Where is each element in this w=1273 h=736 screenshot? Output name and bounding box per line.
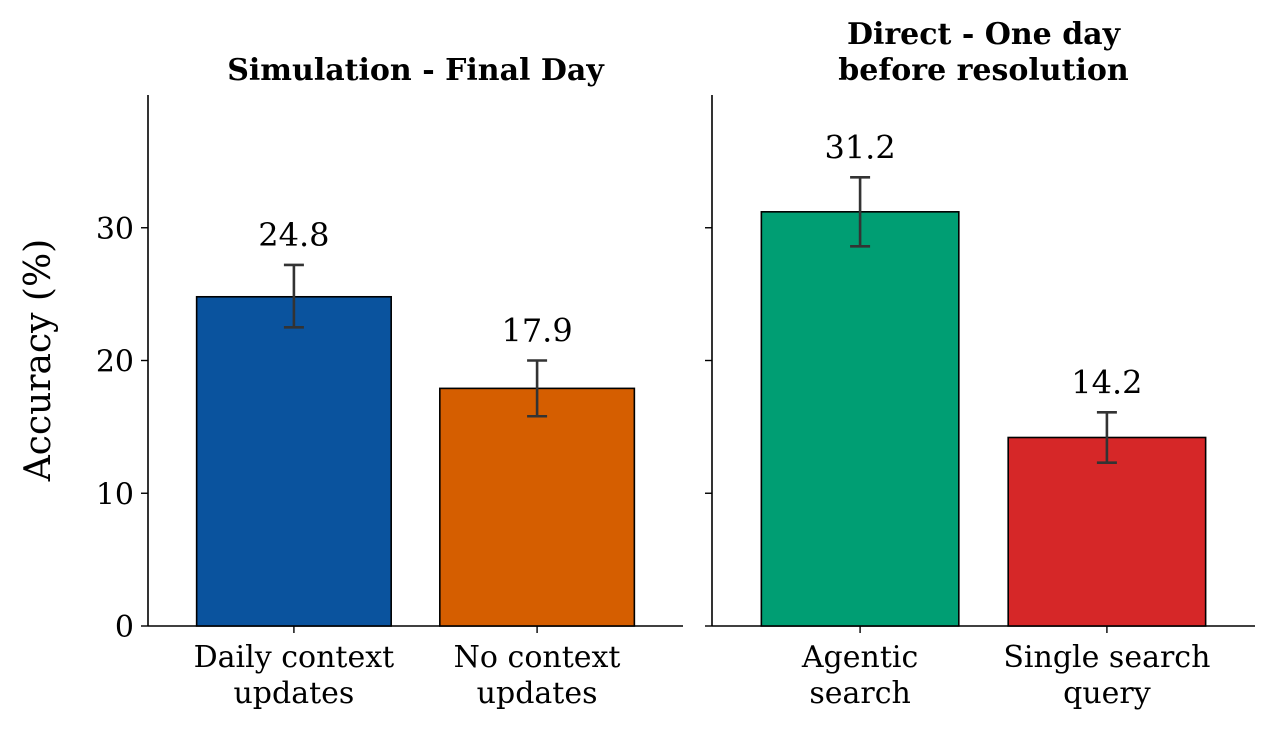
x-tick-label-line: Single search [1003,640,1210,675]
x-tick-label-line: updates [233,676,354,711]
x-tick-label: Single search query [1003,640,1210,711]
panel-title: Direct - One day before resolution [838,17,1129,88]
x-tick-label-line: Daily context [194,640,395,675]
x-tick-label-line: Agentic [801,640,918,675]
chart-panel-2: Direct - One day before resolution 31.2 Age… [705,17,1255,711]
data-label: 24.8 [258,216,329,254]
data-label: 31.2 [824,128,895,166]
y-tick-label: 20 [96,345,134,380]
x-tick-label: No context updates [454,640,621,711]
y-tick-label: 10 [96,477,134,512]
data-label: 17.9 [501,312,572,350]
panel-title-line: Simulation - Final Day [227,53,605,88]
panel-title-line: before resolution [838,53,1129,88]
panel-title: Simulation - Final Day [227,53,605,88]
x-tick-label: Daily context updates [194,640,395,711]
y-tick-label: 30 [96,212,134,247]
panel-title-line: Direct - One day [847,17,1122,52]
bar-1-2 [439,387,636,627]
chart-panel-1: Simulation - Final Day 0 10 20 30 24.8 Daily c… [96,53,683,711]
x-tick-label-line: search [809,676,911,711]
data-label: 14.2 [1071,363,1142,401]
x-tick-label-line: query [1063,676,1151,711]
y-axis-label: Accuracy (%) [18,239,59,482]
bar-1-1 [195,295,392,627]
x-tick-label-line: No context [454,640,621,675]
x-tick-label-line: updates [477,676,598,711]
x-tick-label: Agentic search [801,640,918,711]
bar-2-1 [760,211,960,627]
y-tick-label: 0 [115,610,134,645]
bar-2-2 [1007,436,1207,627]
